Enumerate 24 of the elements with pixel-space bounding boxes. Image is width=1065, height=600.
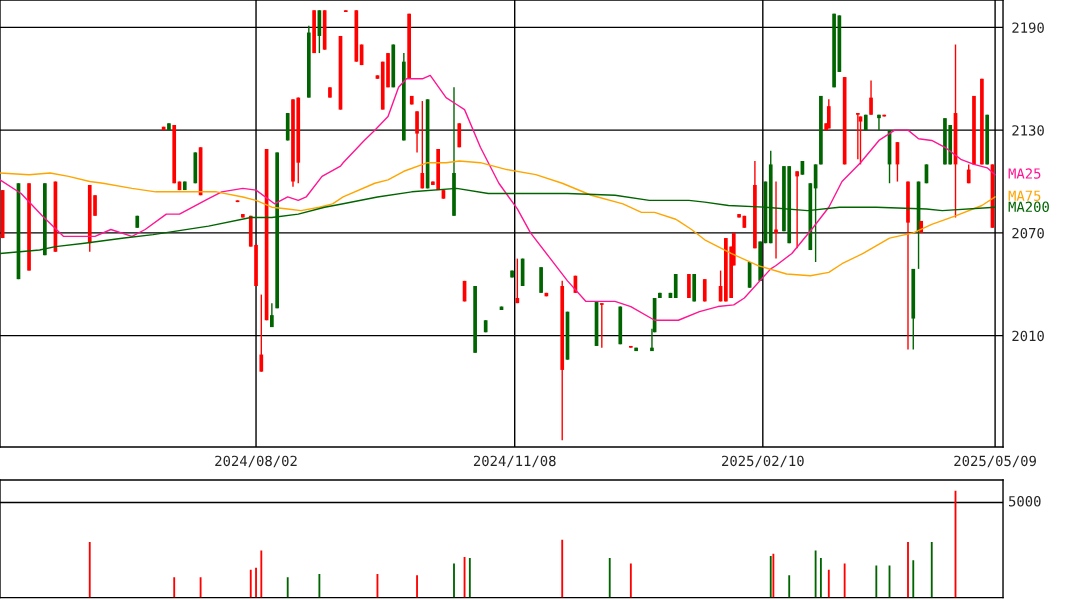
candlestick (795, 170, 799, 250)
candlestick (774, 180, 778, 260)
candlestick (599, 302, 604, 349)
y-tick-label: 2190 (1012, 22, 1044, 33)
x-tick-label: 2025/02/10 (722, 455, 804, 468)
text: 5000 (1009, 496, 1041, 507)
x-tick-label: 2025/05/09 (954, 455, 1036, 468)
x-tick-label: 2024/08/02 (215, 455, 297, 468)
line-series (0, 74, 996, 321)
candlestick (856, 112, 860, 160)
y-tick-label: 2010 (1012, 330, 1044, 342)
candlestick (415, 110, 419, 154)
line-series (0, 160, 996, 277)
candlestick (259, 293, 264, 373)
candlestick (877, 114, 881, 131)
candlestick (515, 257, 520, 304)
series-label: MA200 (1008, 201, 1049, 213)
x-tick-label: 2024/11/08 (473, 455, 556, 468)
y-tick-label: 2070 (1012, 227, 1044, 239)
series-label: MA25 (1008, 168, 1041, 179)
candlestick (869, 79, 873, 116)
y-tick-label: 2130 (1012, 125, 1044, 136)
candlestick (420, 100, 425, 190)
series-label: MA75 (1008, 190, 1041, 202)
